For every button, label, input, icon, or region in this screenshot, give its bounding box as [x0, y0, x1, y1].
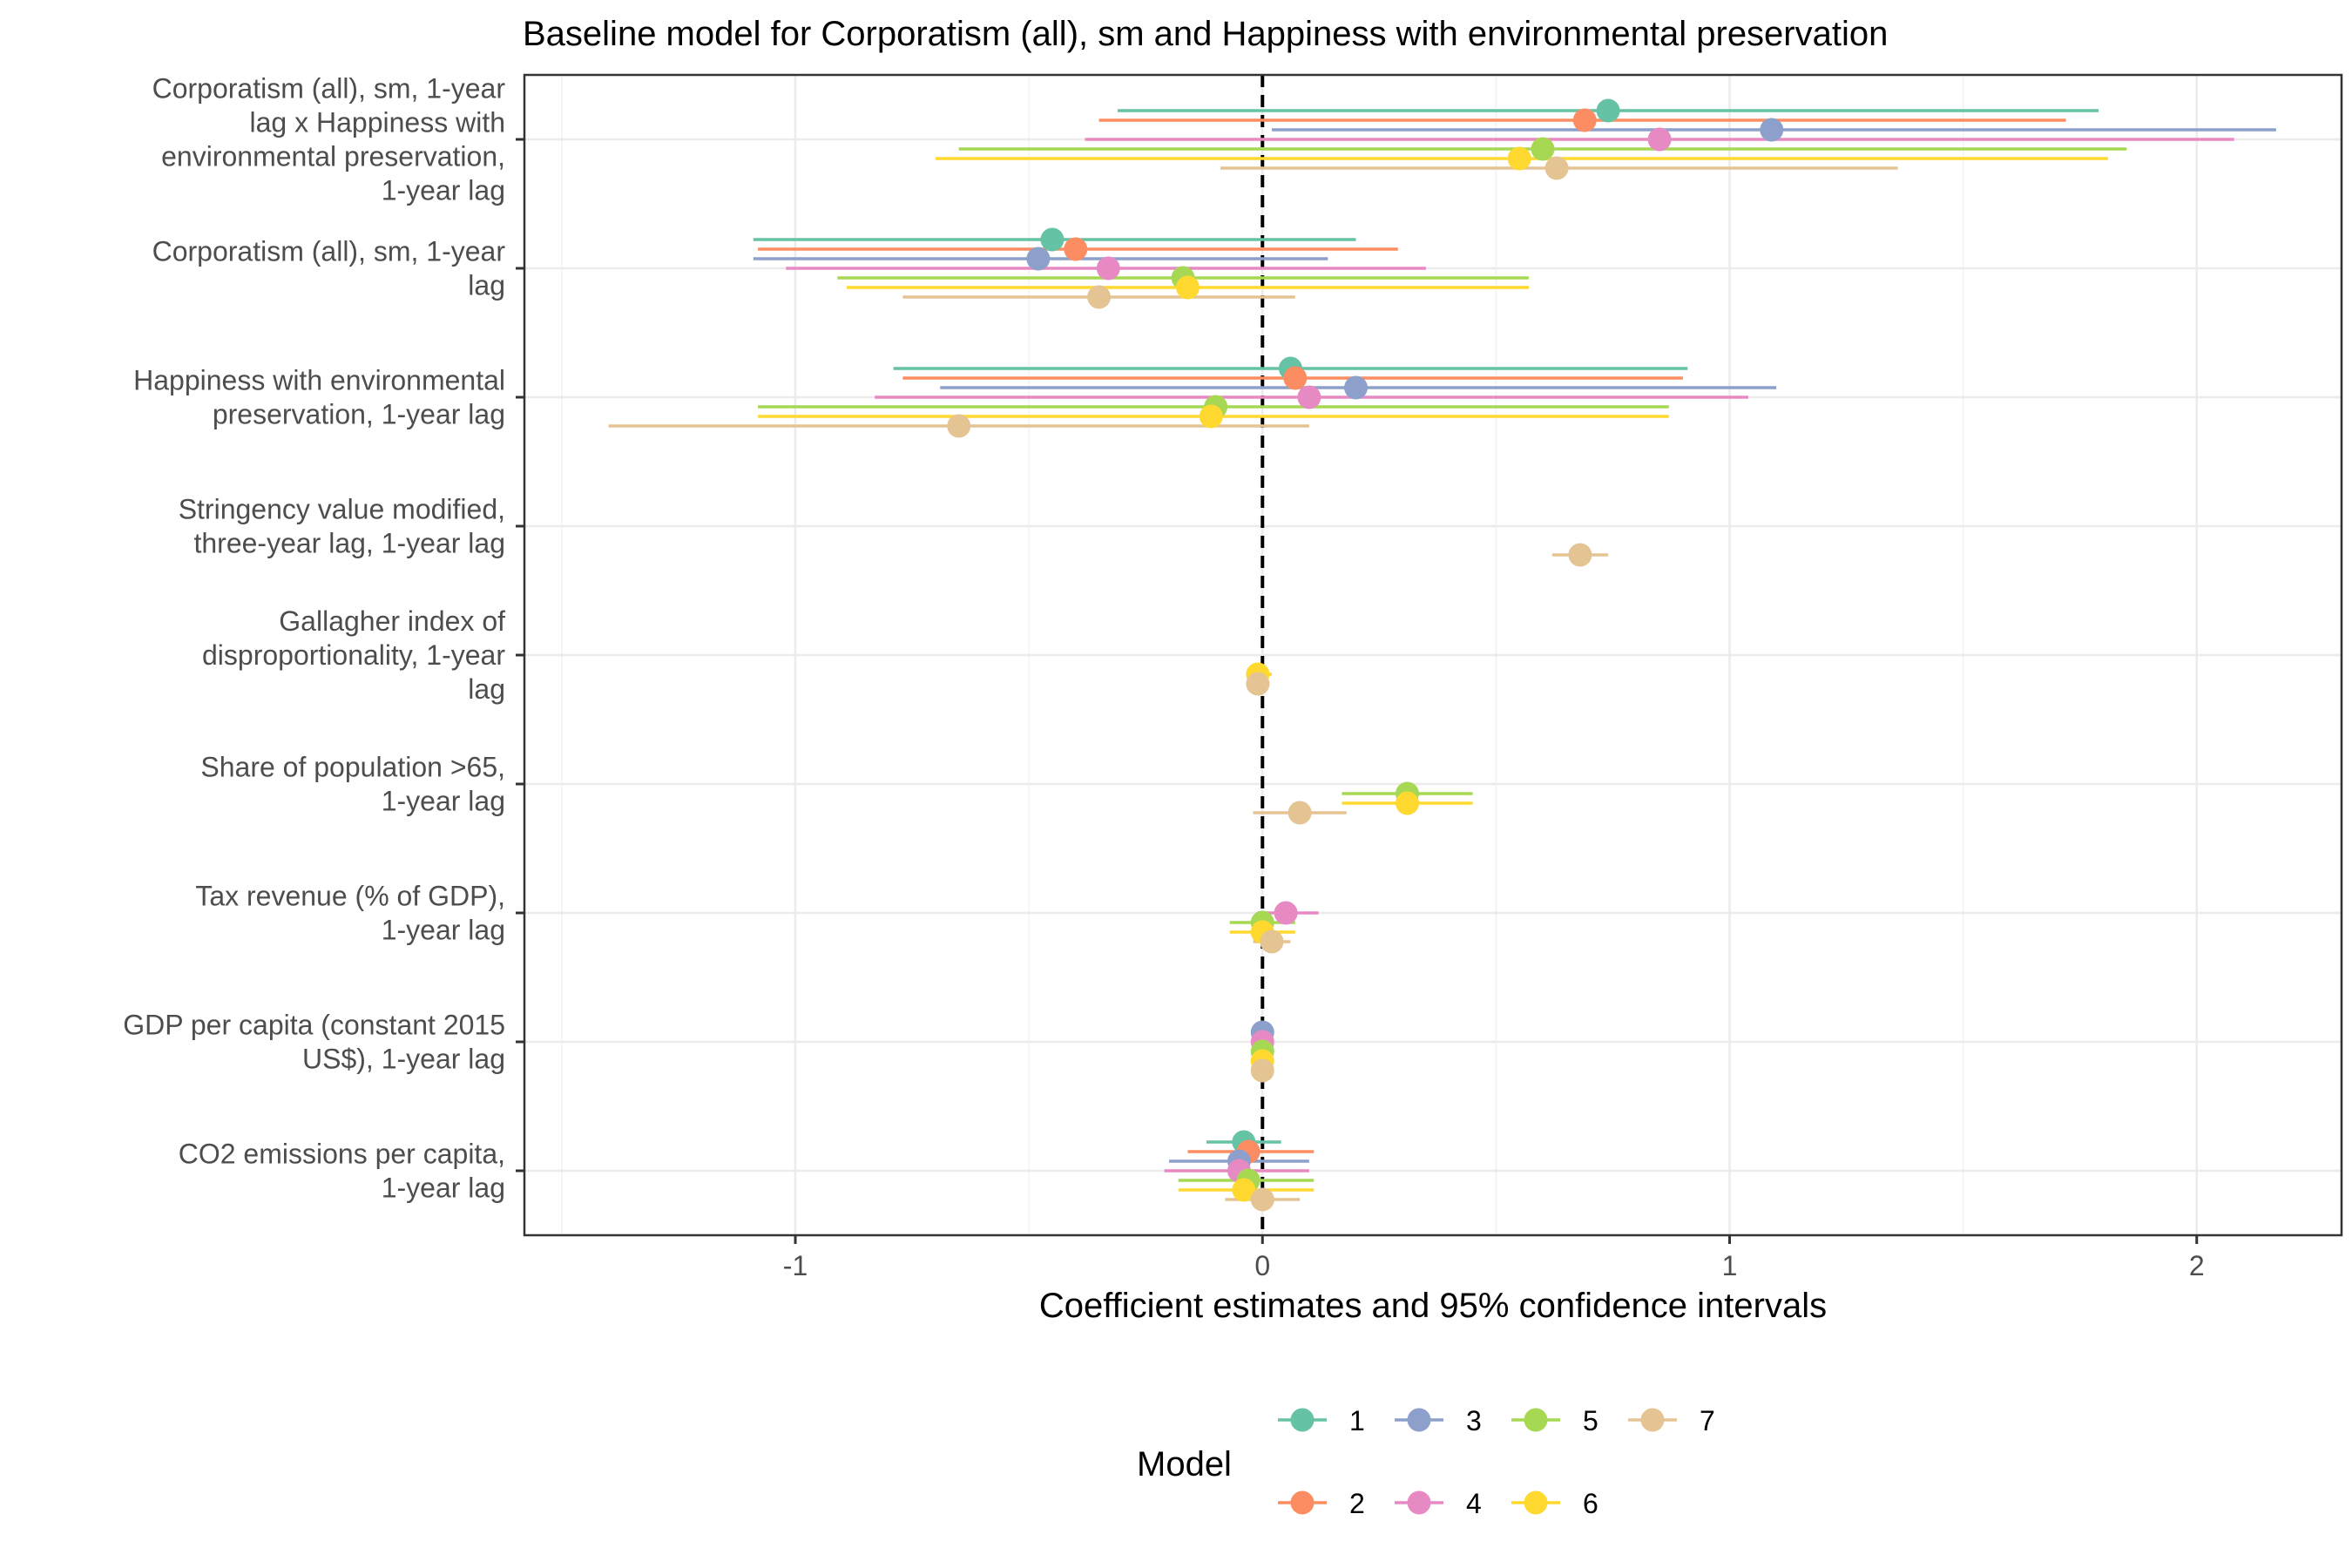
model-2-estimate-point — [1572, 108, 1597, 132]
legend-title: Model — [1137, 1445, 1232, 1484]
legend-label: 6 — [1583, 1488, 1598, 1519]
y-tick-label: Tax revenue (% of GDP), 1-year lag — [195, 881, 505, 946]
legend-key-point — [1407, 1490, 1431, 1515]
y-tick-label: Share of population >65, 1-year lag — [200, 752, 505, 817]
model-6-estimate-point — [1232, 1178, 1256, 1202]
model-4-estimate-point — [1647, 127, 1672, 152]
model-3-estimate-point — [1760, 118, 1784, 142]
model-7-estimate-point — [1087, 285, 1112, 309]
y-tick-label: Gallagher index of disproportionality, 1-… — [202, 605, 505, 705]
legend-key-point — [1524, 1408, 1548, 1432]
model-7-estimate-point — [1544, 156, 1569, 180]
y-tick-label: Corporatism (all), sm, 1-year lag x Happi… — [152, 73, 506, 206]
x-tick-label: 1 — [1722, 1250, 1738, 1281]
model-7-estimate-point — [1288, 801, 1312, 825]
model-2-estimate-point — [1283, 366, 1308, 390]
x-tick-label: 2 — [2189, 1250, 2205, 1281]
y-tick-label: Stringency value modified, three-year lag… — [179, 494, 505, 559]
model-5-estimate-point — [1531, 137, 1555, 161]
legend-key-point — [1290, 1490, 1315, 1515]
legend-key-point — [1290, 1408, 1315, 1432]
model-6-estimate-point — [1199, 404, 1223, 429]
legend-label: 3 — [1466, 1405, 1482, 1436]
y-tick-label: Corporatism (all), sm, 1-year lag — [152, 236, 506, 301]
legend: Model 1 3 5 7 2 4 6 — [1137, 1405, 1715, 1519]
model-7-estimate-point — [1250, 1187, 1274, 1212]
model-4-estimate-point — [1274, 901, 1298, 925]
model-6-estimate-point — [1396, 791, 1420, 815]
legend-key-point — [1407, 1408, 1431, 1432]
x-axis: -1 0 1 2 — [783, 1235, 2205, 1281]
x-axis-label: Coefficient estimates and 95% confidence… — [1039, 1287, 1827, 1325]
y-tick-label: CO2 emissions per capita, 1-year lag — [179, 1139, 505, 1204]
model-3-estimate-point — [1344, 375, 1369, 400]
marks-layer — [608, 98, 2276, 1212]
model-3-estimate-point — [1026, 247, 1051, 271]
model-2-estimate-point — [1064, 237, 1088, 261]
model-7-estimate-point — [1250, 1058, 1274, 1083]
y-tick-label: Happiness with environmental preservation… — [133, 365, 505, 430]
model-4-estimate-point — [1096, 256, 1120, 280]
model-7-estimate-point — [1260, 929, 1284, 954]
chart-title: Baseline model for Corporatism (all), sm… — [523, 15, 1888, 53]
legend-label: 2 — [1349, 1488, 1365, 1519]
x-tick-label: 0 — [1254, 1250, 1270, 1281]
model-7-estimate-point — [947, 414, 971, 438]
model-6-estimate-point — [1175, 275, 1200, 300]
model-7-estimate-point — [1568, 543, 1592, 567]
model-7-estimate-point — [1246, 672, 1270, 696]
model-1-estimate-point — [1596, 98, 1620, 123]
legend-key-point — [1640, 1408, 1665, 1432]
legend-label: 1 — [1349, 1405, 1365, 1436]
model-6-estimate-point — [1507, 146, 1531, 171]
legend-key-point — [1524, 1490, 1548, 1515]
y-axis: Corporatism (all), sm, 1-year lag x Happi… — [123, 73, 524, 1204]
model-1-estimate-point — [1040, 227, 1064, 252]
legend-label: 7 — [1700, 1405, 1715, 1436]
y-tick-label: GDP per capita (constant 2015 US$), 1-yea… — [123, 1010, 505, 1075]
legend-label: 4 — [1466, 1488, 1482, 1519]
x-tick-label: -1 — [783, 1250, 808, 1281]
model-4-estimate-point — [1297, 385, 1321, 409]
legend-label: 5 — [1583, 1405, 1598, 1436]
